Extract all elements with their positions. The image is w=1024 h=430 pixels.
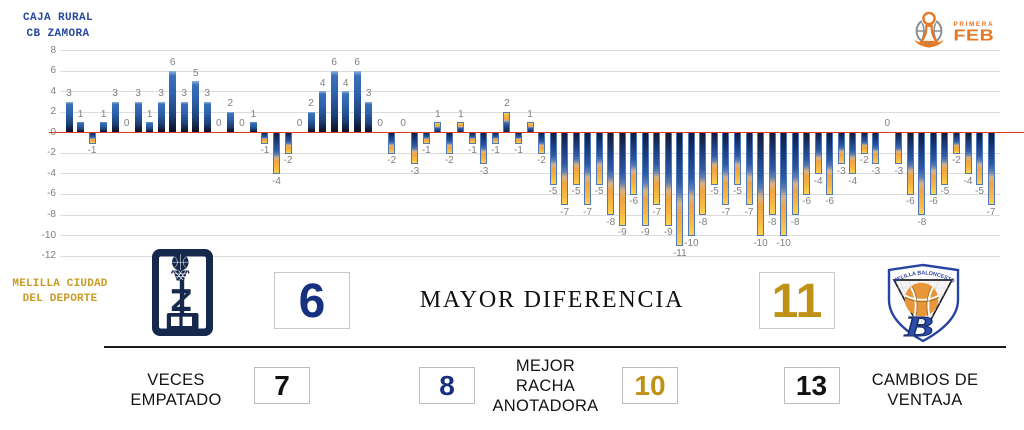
svg-text:PRIMERA: PRIMERA	[954, 21, 995, 28]
svg-text:B: B	[903, 310, 933, 342]
svg-text:FEB: FEB	[954, 26, 995, 44]
